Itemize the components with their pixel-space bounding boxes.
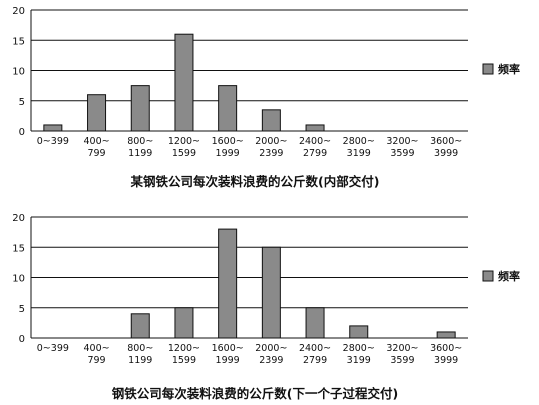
chart-2-x-tick-label: 800~ [127,343,153,354]
chart-2-bar [305,307,325,339]
chart-1-bar [87,94,107,132]
chart-1-x-tick-label: 1199 [128,148,152,159]
chart-1-x-tick-label: 800~ [127,136,153,147]
chart-1-bar [174,33,194,132]
chart-1-legend: 频率 [482,62,520,76]
chart-2-x-tick-label: 1599 [172,355,196,366]
chart-2-x-tick-label: 1199 [128,355,152,366]
chart-2-y-tick-label: 15 [12,243,25,254]
chart-1-x-tick-label: 0~399 [37,136,69,147]
chart-1-y-tick-label: 20 [12,6,25,17]
chart-2-x-tick-label: 3999 [434,355,458,366]
chart-1-title: 某钢铁公司每次装料浪费的公斤数(内部交付) [131,174,380,189]
chart-2-legend-swatch [482,270,494,282]
chart-2-bar [436,331,456,339]
chart-1-bar [43,124,63,132]
chart-2-x-tick-label: 1200~ [168,343,200,354]
chart-1-y-tick-label: 10 [12,67,25,78]
chart-2-bar [261,246,281,339]
chart-1-x-ticks: 0~399 400~799 800~1199 1200~1599 1600~1999 20… [37,136,462,159]
chart-2-x-tick-label: 3200~ [386,343,418,354]
chart-1-y-tick-label: 0 [19,127,25,138]
chart-2-y-ticks: 0 5 10 15 20 [12,213,25,345]
chart-2-y-tick-label: 10 [12,274,25,285]
chart-2-x-tick-label: 2400~ [299,343,331,354]
chart-1-gridlines [31,9,468,102]
chart-2-gridlines [31,216,468,309]
chart-1-x-tick-label: 1999 [216,148,240,159]
chart-2-x-tick-label: 1999 [216,355,240,366]
chart-internal-delivery: 0 5 10 15 20 0~399 400~799 800~1199 1200~1599 16… [12,6,520,189]
chart-2-legend-label: 频率 [498,269,520,283]
chart-2-bars [130,228,456,339]
chart-2-bar [349,325,369,339]
chart-2-x-tick-label: 2399 [259,355,283,366]
chart-1-bar [130,85,150,132]
chart-1-x-tick-label: 3600~ [430,136,462,147]
chart-1-x-tick-label: 400~ [84,136,110,147]
chart-2-y-tick-label: 0 [19,334,25,345]
chart-2-x-tick-label: 3199 [347,355,371,366]
chart-1-x-tick-label: 2800~ [343,136,375,147]
chart-2-y-tick-label: 20 [12,213,25,224]
chart-2-x-tick-label: 2000~ [255,343,287,354]
chart-1-x-tick-label: 1599 [172,148,196,159]
chart-2-title: 钢铁公司每次装料浪费的公斤数(下一个子过程交付) [112,386,398,401]
chart-1-x-tick-label: 3599 [390,148,414,159]
chart-1-y-ticks: 0 5 10 15 20 [12,6,25,138]
chart-1-y-tick-label: 5 [19,97,25,108]
chart-2-bar [218,228,238,339]
chart-1-x-tick-label: 3999 [434,148,458,159]
chart-2-x-tick-label: 1600~ [212,343,244,354]
chart-1-x-tick-label: 3199 [347,148,371,159]
chart-2-x-tick-label: 400~ [84,343,110,354]
chart-1-x-tick-label: 2799 [303,148,327,159]
chart-1-x-tick-label: 2399 [259,148,283,159]
chart-next-subprocess-delivery: 0 5 10 15 20 0~399 400~799 800~1199 1200~1599 16… [12,213,520,401]
chart-1-axes [30,10,468,132]
chart-2-x-tick-label: 799 [87,355,105,366]
chart-2-y-tick-label: 5 [19,304,25,315]
chart-1-x-tick-label: 1200~ [168,136,200,147]
chart-2-bar [130,313,150,339]
chart-2-x-tick-label: 3600~ [430,343,462,354]
chart-2-x-tick-label: 2800~ [343,343,375,354]
chart-2-axes [30,217,468,339]
chart-1-y-tick-label: 15 [12,36,25,47]
chart-2-legend: 频率 [482,269,520,283]
chart-1-bars [43,33,325,132]
chart-2-x-tick-label: 2799 [303,355,327,366]
chart-2-bar [174,307,194,339]
chart-1-x-tick-label: 2400~ [299,136,331,147]
chart-2-x-tick-label: 0~399 [37,343,69,354]
chart-1-x-tick-label: 3200~ [386,136,418,147]
chart-2-x-ticks: 0~399 400~799 800~1199 1200~1599 1600~1999 20… [37,343,462,366]
chart-1-bar [305,124,325,132]
chart-1-legend-label: 频率 [498,62,520,76]
chart-1-x-tick-label: 2000~ [255,136,287,147]
chart-1-legend-swatch [482,63,494,75]
chart-2-x-tick-label: 3599 [390,355,414,366]
chart-1-x-tick-label: 799 [87,148,105,159]
chart-1-bar [218,85,238,132]
chart-1-bar [261,109,281,132]
chart-1-x-tick-label: 1600~ [212,136,244,147]
